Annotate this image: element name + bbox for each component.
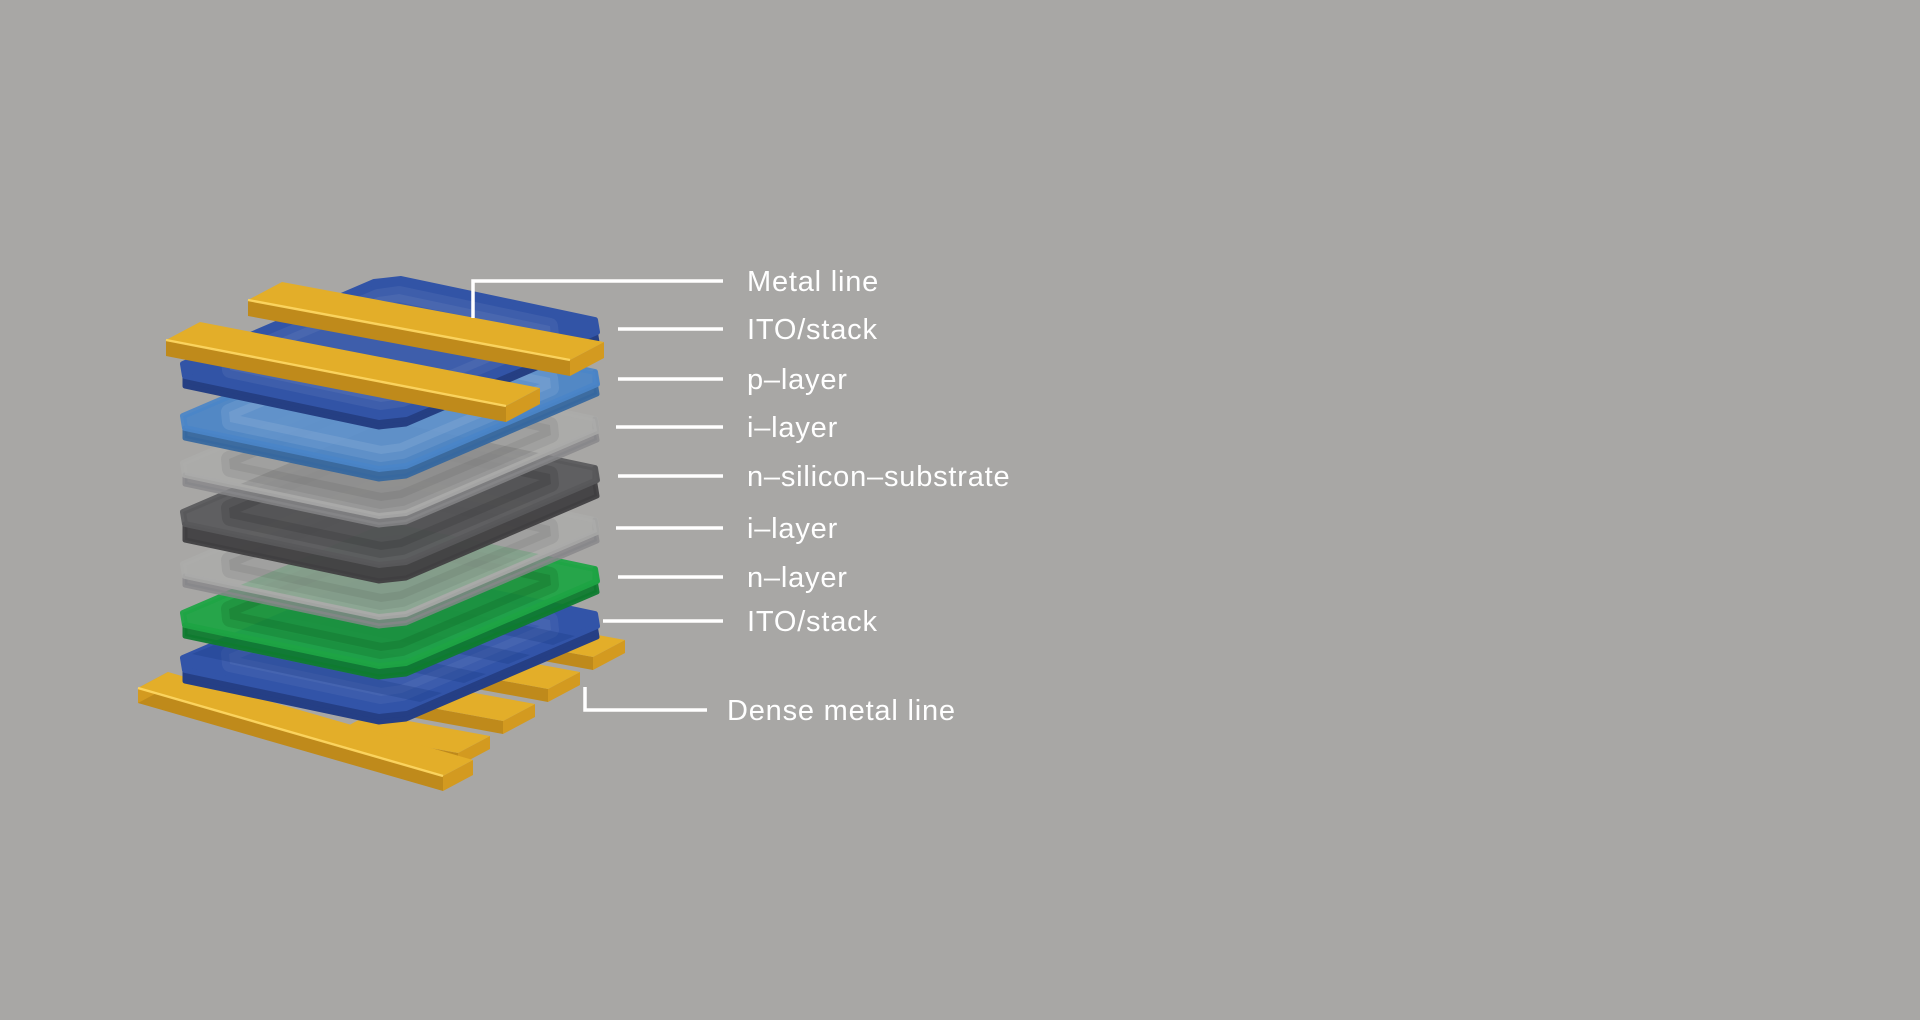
- label-metal-line: Metal line: [747, 266, 879, 298]
- leader-dense-metal-line: [583, 687, 707, 712]
- rib-shadow: [192, 645, 442, 702]
- label-i-layer-bottom: i–layer: [747, 513, 838, 545]
- metal-line-bar: [247, 282, 604, 376]
- label-dense-metal-line: Dense metal line: [727, 695, 956, 727]
- metal-ridge-highlight: [247, 298, 571, 362]
- layer-labels: Metal line ITO/stack p–layer i–layer n–s…: [727, 266, 1010, 727]
- metal-line-bars: [165, 282, 604, 422]
- dense-metal-line-long-bar: [137, 672, 473, 791]
- label-n-layer: n–layer: [747, 562, 848, 594]
- label-i-layer-top: i–layer: [747, 412, 838, 444]
- label-ito-stack-bottom: ITO/stack: [747, 606, 878, 638]
- leader-metal-line: [471, 279, 723, 318]
- label-ito-stack-top: ITO/stack: [747, 314, 878, 346]
- metal-line-bar: [165, 322, 540, 422]
- metal-ridge-highlight: [137, 686, 444, 778]
- label-p-layer: p–layer: [747, 364, 848, 396]
- label-n-silicon-substrate: n–silicon–substrate: [747, 461, 1010, 493]
- metal-ridge-highlight: [165, 338, 507, 408]
- leader-lines: [471, 279, 723, 712]
